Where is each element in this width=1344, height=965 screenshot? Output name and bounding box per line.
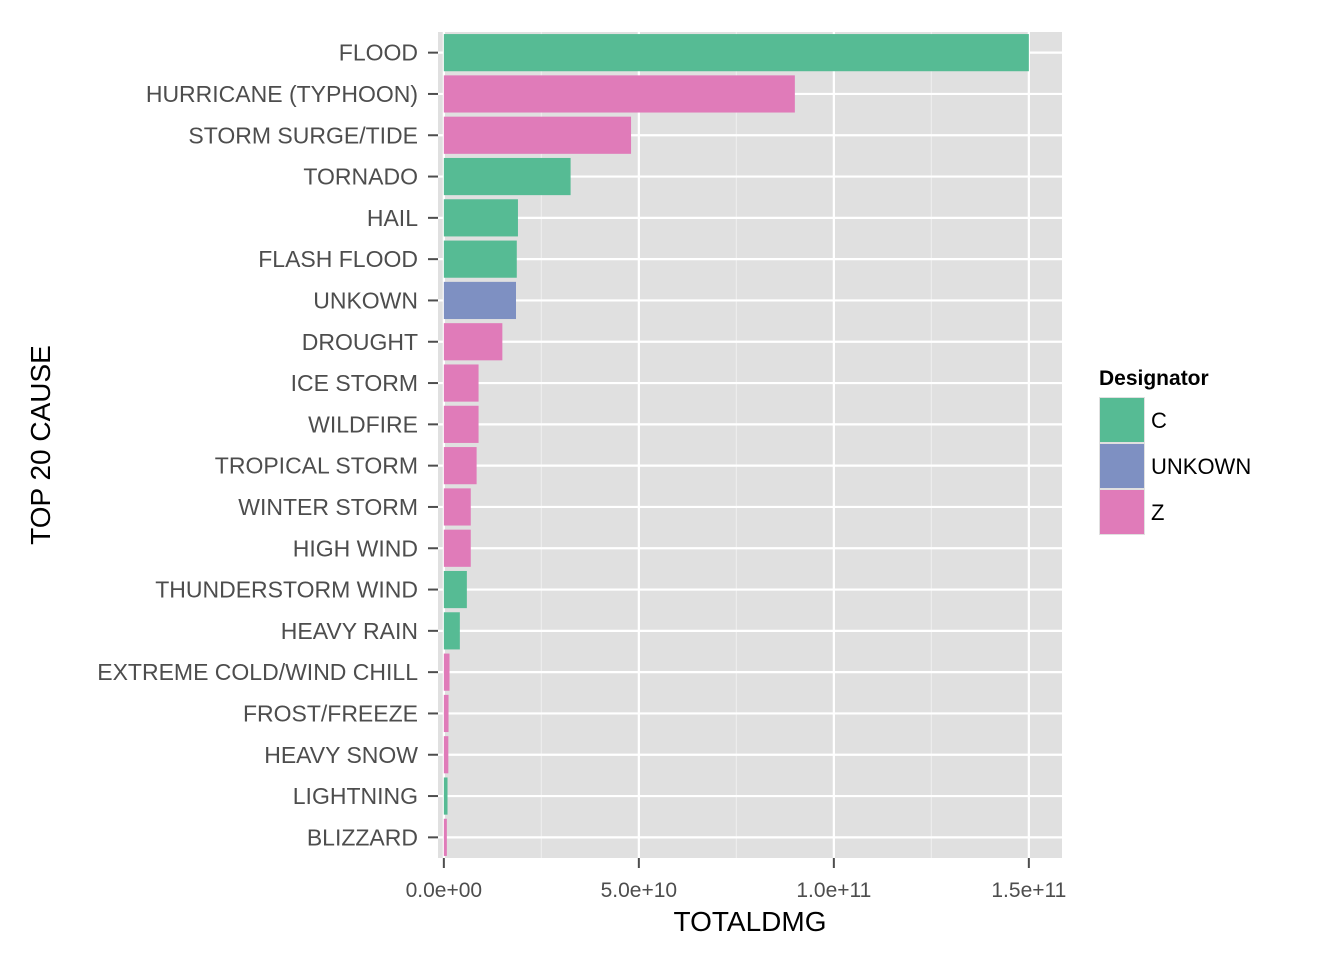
bar — [443, 447, 477, 485]
y-tick-label: HURRICANE (TYPHOON) — [146, 81, 418, 107]
y-tick-label: WILDFIRE — [308, 411, 418, 437]
y-tick-label: ICE STORM — [291, 370, 418, 396]
y-tick-label: FROST/FREEZE — [243, 700, 418, 726]
legend-label: C — [1151, 408, 1167, 433]
y-tick-label: TORNADO — [303, 164, 418, 190]
bar — [443, 570, 467, 609]
bar — [443, 818, 447, 856]
y-tick-label: FLOOD — [339, 40, 418, 66]
bars — [443, 34, 1029, 856]
x-tick-label: 1.5e+11 — [991, 879, 1066, 902]
bar — [443, 488, 471, 526]
x-tick-label: 1.0e+11 — [796, 879, 871, 902]
y-tick-label: TROPICAL STORM — [215, 453, 418, 479]
bar — [443, 777, 448, 815]
x-axis: 0.0e+00 5.0e+10 1.0e+11 1.5e+11 — [406, 858, 1066, 902]
y-tick-label: UNKOWN — [313, 287, 418, 313]
legend: Designator C UNKOWN Z — [1099, 367, 1251, 535]
x-axis-title: TOTALDMG — [674, 906, 827, 937]
bar — [443, 281, 516, 320]
y-tick-label: WINTER STORM — [238, 494, 418, 520]
bar — [443, 199, 518, 237]
bar — [443, 323, 503, 361]
bar — [443, 116, 632, 154]
y-tick-label: HEAVY SNOW — [264, 742, 418, 768]
legend-title: Designator — [1099, 367, 1209, 390]
bar — [443, 612, 460, 650]
legend-swatch — [1100, 444, 1144, 488]
legend-swatch — [1100, 398, 1144, 442]
y-tick-label: HIGH WIND — [293, 535, 418, 561]
bar — [443, 694, 449, 733]
y-tick-label: FLASH FLOOD — [258, 246, 418, 272]
plot-panel — [438, 32, 1062, 858]
y-tick-label: DROUGHT — [302, 329, 418, 355]
y-axis-title: TOP 20 CAUSE — [25, 345, 56, 545]
legend-label: Z — [1151, 500, 1164, 525]
x-tick-label: 0.0e+00 — [406, 879, 483, 902]
legend-label: UNKOWN — [1151, 454, 1251, 479]
y-tick-label: EXTREME COLD/WIND CHILL — [97, 659, 418, 685]
bar — [443, 529, 471, 567]
legend-swatch — [1100, 490, 1144, 534]
x-tick-label: 5.0e+10 — [601, 879, 678, 902]
bar — [443, 364, 479, 402]
grid-lines — [438, 32, 1062, 858]
y-axis: FLOOD HURRICANE (TYPHOON) STORM SURGE/TIDE… — [97, 40, 438, 850]
bar — [443, 240, 517, 278]
y-tick-label: STORM SURGE/TIDE — [188, 122, 418, 148]
y-tick-label: HAIL — [367, 205, 418, 231]
y-tick-label: BLIZZARD — [307, 824, 418, 850]
bar — [443, 736, 449, 774]
bar — [443, 75, 795, 113]
y-tick-label: LIGHTNING — [293, 783, 418, 809]
bar — [443, 405, 479, 443]
bar — [443, 653, 450, 691]
y-tick-label: THUNDERSTORM WIND — [155, 577, 418, 603]
bar — [443, 157, 571, 196]
bar — [443, 34, 1029, 72]
y-tick-label: HEAVY RAIN — [281, 618, 418, 644]
